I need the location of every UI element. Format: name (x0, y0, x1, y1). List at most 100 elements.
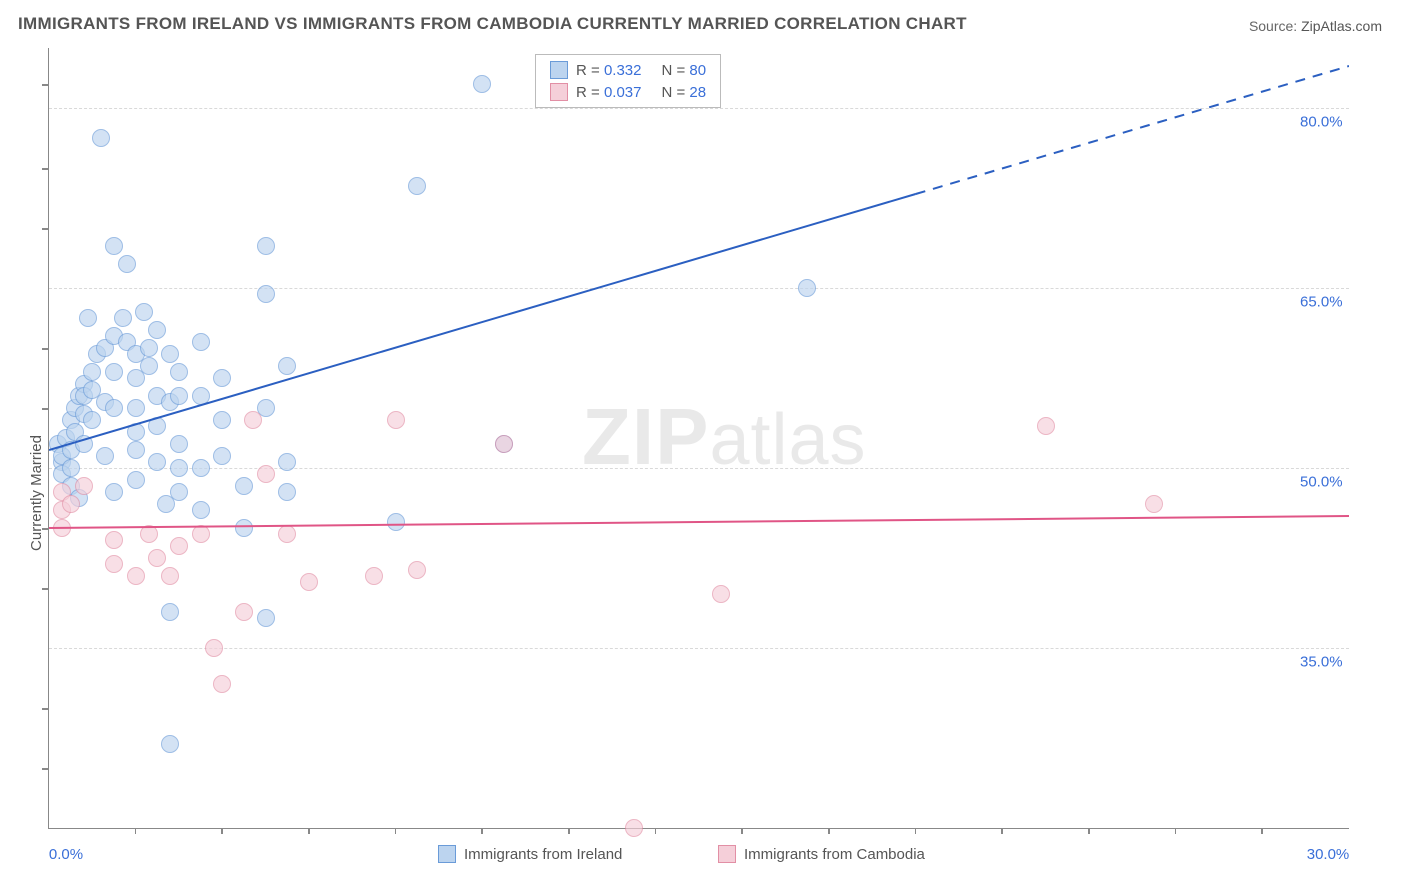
scatter-point (161, 345, 179, 363)
scatter-point (140, 357, 158, 375)
scatter-point (79, 309, 97, 327)
scatter-point (257, 237, 275, 255)
scatter-point (235, 603, 253, 621)
legend-n: N = 80 (661, 62, 706, 79)
scatter-point (105, 531, 123, 549)
scatter-point (213, 447, 231, 465)
legend-swatch (550, 83, 568, 101)
legend-swatch (718, 845, 736, 863)
scatter-point (118, 255, 136, 273)
x-tick-mark (1175, 828, 1177, 834)
y-tick-label: 50.0% (1300, 474, 1343, 491)
scatter-point (495, 435, 513, 453)
scatter-point (192, 525, 210, 543)
scatter-point (105, 483, 123, 501)
gridline (49, 468, 1349, 469)
scatter-point (161, 735, 179, 753)
scatter-point (278, 525, 296, 543)
scatter-point (105, 237, 123, 255)
x-tick-mark (481, 828, 483, 834)
y-tick-mark (42, 768, 48, 770)
y-tick-mark (42, 708, 48, 710)
scatter-point (148, 321, 166, 339)
scatter-point (170, 387, 188, 405)
scatter-point (1145, 495, 1163, 513)
gridline (49, 648, 1349, 649)
watermark: ZIPatlas (582, 391, 867, 483)
scatter-point (408, 561, 426, 579)
scatter-point (140, 339, 158, 357)
x-tick-mark (915, 828, 917, 834)
y-tick-mark (42, 228, 48, 230)
scatter-point (105, 399, 123, 417)
scatter-point (257, 609, 275, 627)
scatter-point (170, 483, 188, 501)
scatter-point (387, 513, 405, 531)
scatter-point (140, 525, 158, 543)
x-tick-mark (655, 828, 657, 834)
y-tick-mark (42, 408, 48, 410)
y-tick-mark (42, 588, 48, 590)
scatter-point (170, 537, 188, 555)
scatter-point (257, 465, 275, 483)
series-name: Immigrants from Ireland (464, 846, 622, 863)
x-tick-mark (135, 828, 137, 834)
scatter-point (170, 363, 188, 381)
series-legend-item: Immigrants from Ireland (438, 845, 622, 863)
x-tick-mark (1261, 828, 1263, 834)
scatter-point (127, 567, 145, 585)
scatter-point (127, 399, 145, 417)
correlation-legend: R = 0.332 N = 80 R = 0.037N = 28 (535, 54, 721, 108)
scatter-point (161, 567, 179, 585)
legend-r: R = 0.037 (576, 84, 641, 101)
scatter-point (408, 177, 426, 195)
scatter-point (105, 363, 123, 381)
gridline (49, 288, 1349, 289)
legend-row: R = 0.037N = 28 (536, 81, 720, 103)
scatter-point (105, 555, 123, 573)
scatter-plot-area: ZIPatlas (48, 48, 1349, 829)
scatter-point (213, 411, 231, 429)
scatter-point (365, 567, 383, 585)
scatter-point (127, 423, 145, 441)
x-tick-mark (1088, 828, 1090, 834)
trend-lines (49, 48, 1349, 828)
series-legend-item: Immigrants from Cambodia (718, 845, 925, 863)
scatter-point (235, 519, 253, 537)
chart-title: IMMIGRANTS FROM IRELAND VS IMMIGRANTS FR… (18, 14, 967, 34)
scatter-point (205, 639, 223, 657)
scatter-point (92, 129, 110, 147)
scatter-point (213, 369, 231, 387)
scatter-point (114, 309, 132, 327)
source-value: ZipAtlas.com (1301, 18, 1382, 34)
scatter-point (62, 459, 80, 477)
scatter-point (53, 519, 71, 537)
scatter-point (192, 459, 210, 477)
scatter-point (148, 453, 166, 471)
x-tick-mark (568, 828, 570, 834)
scatter-point (83, 411, 101, 429)
source-label: Source: (1249, 18, 1297, 34)
x-tick-mark (221, 828, 223, 834)
scatter-point (62, 495, 80, 513)
scatter-point (235, 477, 253, 495)
y-tick-label: 80.0% (1300, 114, 1343, 131)
scatter-point (712, 585, 730, 603)
scatter-point (83, 363, 101, 381)
source-attribution: Source: ZipAtlas.com (1249, 18, 1382, 34)
scatter-point (387, 411, 405, 429)
legend-r: R = 0.332 (576, 62, 641, 79)
scatter-point (300, 573, 318, 591)
scatter-point (192, 387, 210, 405)
x-tick-mark (1001, 828, 1003, 834)
scatter-point (161, 603, 179, 621)
x-tick-label: 30.0% (1307, 846, 1350, 863)
series-name: Immigrants from Cambodia (744, 846, 925, 863)
scatter-point (75, 435, 93, 453)
scatter-point (473, 75, 491, 93)
y-tick-label: 35.0% (1300, 654, 1343, 671)
legend-swatch (550, 61, 568, 79)
scatter-point (148, 417, 166, 435)
gridline (49, 108, 1349, 109)
scatter-point (192, 501, 210, 519)
